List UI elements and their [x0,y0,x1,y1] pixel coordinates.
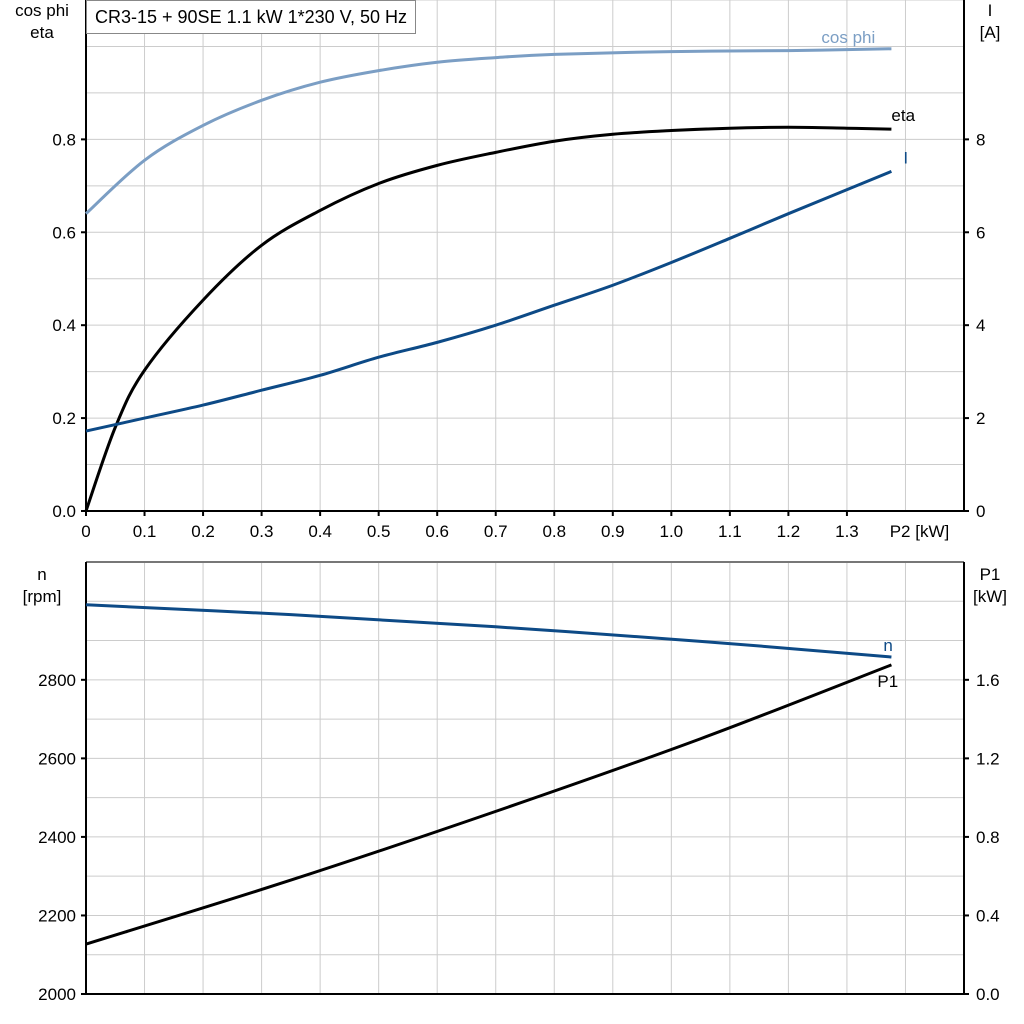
curve-label-cos-phi: cos phi [821,28,875,47]
curve-n [85,603,892,659]
x-tick-label: 0.5 [367,522,391,541]
curve-p1 [85,663,892,946]
curve-label-n: n [883,636,892,655]
y-tick-label-left: 2800 [38,671,76,690]
curve-cos-phi [84,47,892,215]
y-axis-label-left: cos phi [15,1,69,20]
curve-label-i: I [903,148,908,167]
x-tick-label: 0.9 [601,522,625,541]
x-tick-label: 0.3 [250,522,274,541]
curve-label-p1: P1 [877,672,898,691]
curve-eta [84,125,892,512]
x-tick-label: 1.3 [835,522,859,541]
x-axis-label: P2 [kW] [890,522,950,541]
y-axis-label-right: [A] [980,23,1001,42]
y-tick-label-left: 0.6 [52,223,76,242]
y-axis-label-left: [rpm] [23,587,62,606]
y-axis-label-left: eta [30,23,54,42]
chart-title: CR3-15 + 90SE 1.1 kW 1*230 V, 50 Hz [86,0,417,34]
y-tick-label-left: 2600 [38,749,76,768]
x-tick-label: 0.1 [133,522,157,541]
x-tick-label: 0.8 [542,522,566,541]
y-tick-label-left: 0.8 [52,130,76,149]
x-tick-label: 0.4 [308,522,332,541]
x-tick-label: 0.2 [191,522,215,541]
y-tick-label-left: 2000 [38,985,76,1004]
y-tick-label-right: 2 [976,409,985,428]
x-tick-label: 1.1 [718,522,742,541]
y-tick-label-right: 8 [976,130,985,149]
y-axis-label-right: [kW] [973,587,1007,606]
x-tick-label: 1.0 [660,522,684,541]
y-tick-label-right: 0.4 [976,906,1000,925]
y-axis-label-right: P1 [980,565,1001,584]
y-tick-label-right: 0.8 [976,828,1000,847]
x-tick-label: 0.6 [425,522,449,541]
x-tick-label: 1.2 [777,522,801,541]
y-tick-label-right: 0.0 [976,985,1000,1004]
x-tick-label: 0.7 [484,522,508,541]
y-tick-label-right: 6 [976,223,985,242]
curve-i [85,170,892,433]
y-tick-label-left: 0.4 [52,316,76,335]
y-tick-label-right: 4 [976,316,985,335]
y-axis-label-right: I [988,1,993,20]
y-tick-label-right: 0 [976,502,985,521]
y-tick-label-left: 2200 [38,906,76,925]
curve-label-eta: eta [891,106,915,125]
y-tick-label-right: 1.6 [976,671,1000,690]
y-tick-label-left: 2400 [38,828,76,847]
y-axis-label-left: n [37,565,46,584]
y-tick-label-left: 0.2 [52,409,76,428]
y-tick-label-left: 0.0 [52,502,76,521]
y-tick-label-right: 1.2 [976,749,1000,768]
x-tick-label: 0 [81,522,90,541]
